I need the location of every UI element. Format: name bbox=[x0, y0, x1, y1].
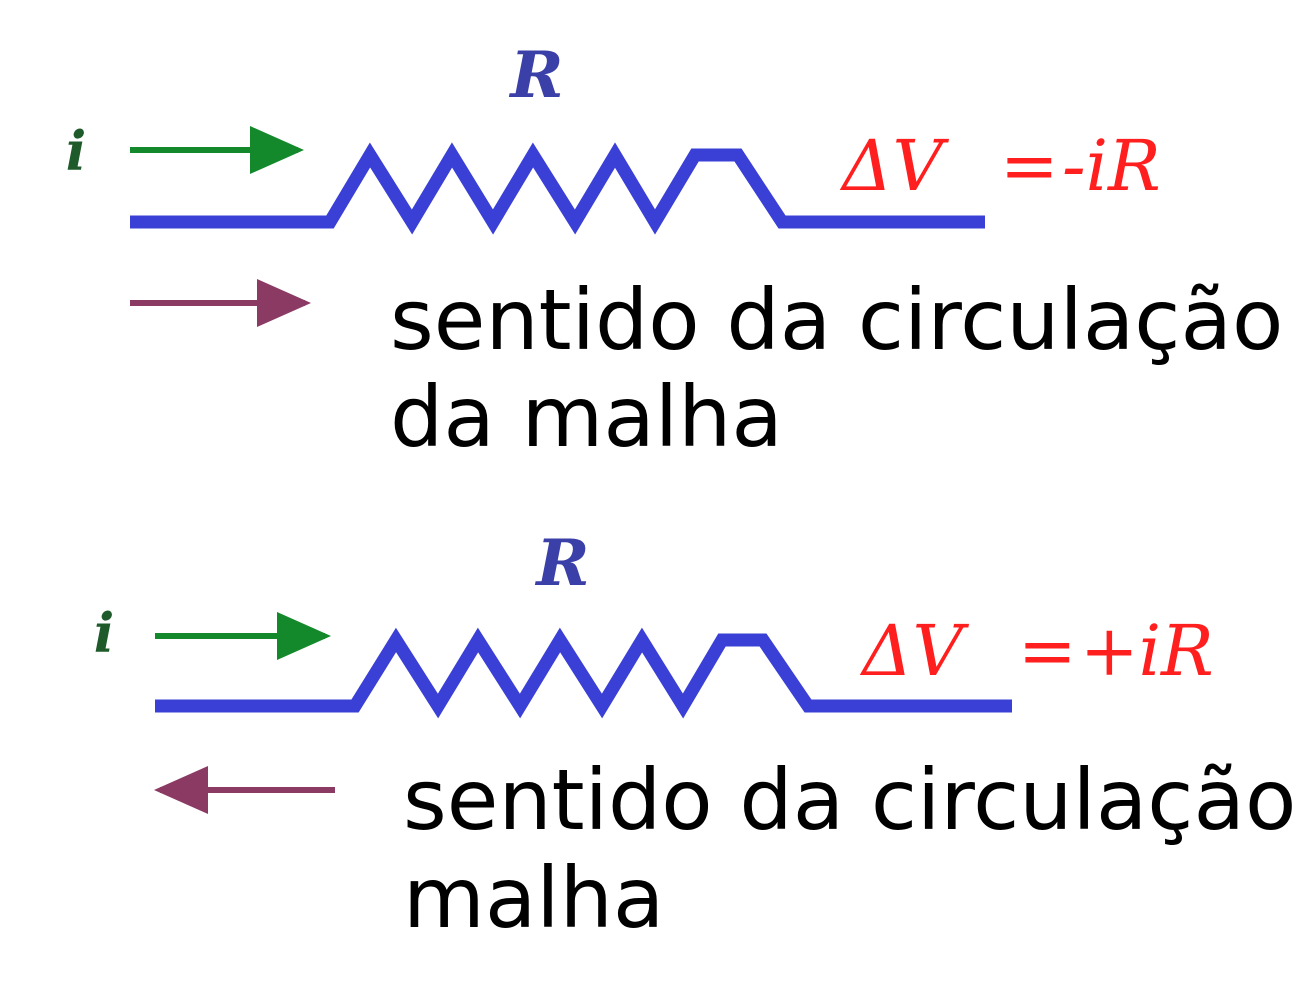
equation-equals: = bbox=[1018, 610, 1077, 692]
voltage-equation: ΔV = +iR bbox=[859, 610, 1214, 692]
resistor-wire bbox=[155, 627, 1012, 719]
resistor-wire bbox=[130, 142, 985, 235]
caption-line-2: malha bbox=[403, 849, 664, 947]
caption-line-1: sentido da circulação bbox=[390, 271, 1283, 369]
current-label-i: i bbox=[66, 119, 87, 183]
equation-lhs: ΔV bbox=[839, 125, 950, 207]
resistor-label-r: R bbox=[534, 526, 589, 601]
equation-rhs: -iR bbox=[1062, 125, 1161, 207]
equation-lhs: ΔV bbox=[859, 610, 970, 692]
equation-rhs: +iR bbox=[1080, 610, 1214, 692]
caption-line-2: da malha bbox=[390, 368, 783, 466]
current-label-i: i bbox=[94, 601, 115, 665]
voltage-equation: ΔV = -iR bbox=[839, 125, 1161, 207]
resistor-label-r: R bbox=[508, 38, 563, 113]
panel-1: R i ΔV = -iR sentido da circulação da ma… bbox=[66, 38, 1284, 466]
panel-2: R i ΔV = +iR sentido da circulação malha bbox=[94, 526, 1297, 947]
equation-equals: = bbox=[1000, 125, 1059, 207]
caption-line-1: sentido da circulação bbox=[403, 751, 1296, 849]
